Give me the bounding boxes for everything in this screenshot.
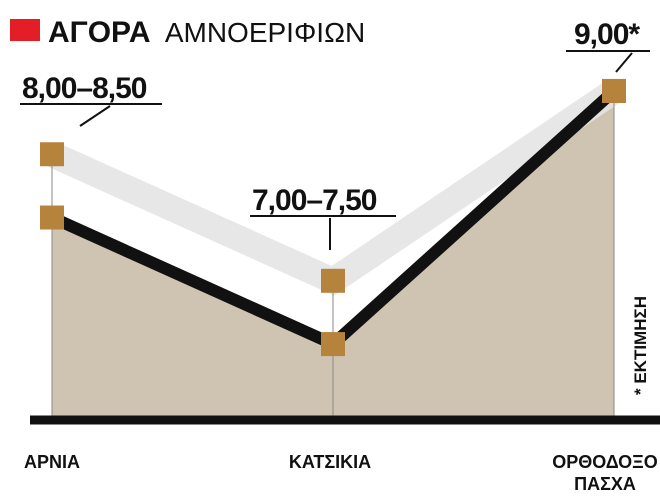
value-label: 8,00–8,50 xyxy=(22,72,147,105)
x-tick-label: ΟΡΘΟΔΟΞΟ ΠΑΣΧΑ xyxy=(552,452,658,494)
marker xyxy=(40,142,64,167)
subtitle: ΑΜΝΟΕΡΙΦΙΩΝ xyxy=(165,17,365,48)
chart-title: ΑΓΟΡΑ ΑΜΝΟΕΡΙΦΙΩΝ xyxy=(48,16,365,49)
x-tick-label: ΑΡΝΙΑ xyxy=(23,452,80,472)
marker xyxy=(321,332,345,357)
x-tick-label: ΚΑΤΣΙΚΙΑ xyxy=(288,452,372,472)
value-label: 7,00–7,50 xyxy=(252,184,377,217)
marker xyxy=(40,205,64,230)
area xyxy=(52,90,614,420)
value-label: 9,00* xyxy=(574,18,640,51)
label-leader xyxy=(79,105,111,127)
marker xyxy=(321,268,345,293)
title-marker xyxy=(10,19,40,41)
title: ΑΓΟΡΑ xyxy=(48,16,150,49)
marker xyxy=(602,78,626,103)
annotation: * ΕΚΤΙΜΗΣΗ xyxy=(631,296,650,395)
label-leader xyxy=(615,52,633,73)
